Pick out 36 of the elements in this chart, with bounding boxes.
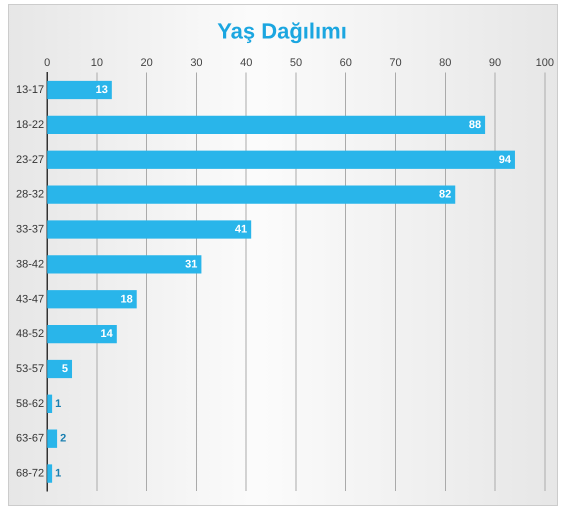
- y-tick-label: 23-27: [16, 154, 44, 166]
- data-label: 31: [185, 258, 198, 270]
- y-tick-label: 28-32: [16, 188, 44, 201]
- data-label: 5: [62, 363, 68, 375]
- y-tick-label: 43-47: [16, 293, 44, 306]
- x-tick-label: 0: [44, 57, 50, 70]
- x-tick-label: 10: [90, 57, 104, 70]
- data-label: 18: [120, 293, 133, 306]
- y-tick-label: 58-62: [16, 398, 44, 410]
- x-tick-label: 90: [488, 57, 502, 70]
- x-tick-label: 100: [536, 57, 554, 70]
- data-label: 1: [55, 468, 62, 480]
- x-tick-label: 30: [190, 57, 203, 70]
- y-tick-label: 63-67: [16, 432, 44, 445]
- data-label: 88: [468, 118, 482, 131]
- y-tick-label: 33-37: [16, 224, 44, 236]
- y-tick-label: 38-42: [16, 258, 44, 270]
- x-tick-label: 20: [140, 57, 153, 70]
- data-label: 41: [234, 224, 248, 236]
- data-label: 82: [438, 188, 452, 201]
- y-tick-label: 53-57: [16, 363, 44, 375]
- y-tick-label: 18-22: [16, 118, 44, 131]
- data-label: 1: [55, 398, 62, 410]
- y-tick-label: 68-72: [16, 468, 44, 480]
- y-tick-label: 13-17: [16, 84, 44, 96]
- x-tick-label: 40: [240, 57, 252, 70]
- x-tick-label: 80: [439, 57, 452, 70]
- data-label: 13: [96, 84, 108, 96]
- x-tick-label: 70: [389, 57, 402, 70]
- x-tick-label: 60: [340, 57, 352, 70]
- data-label: 2: [60, 432, 66, 445]
- data-label: 14: [100, 328, 114, 340]
- y-tick-label: 48-52: [16, 328, 44, 340]
- x-tick-label: 50: [290, 57, 302, 70]
- data-label: 94: [498, 154, 512, 166]
- chart-title: Yaş Dağılımı: [217, 18, 347, 44]
